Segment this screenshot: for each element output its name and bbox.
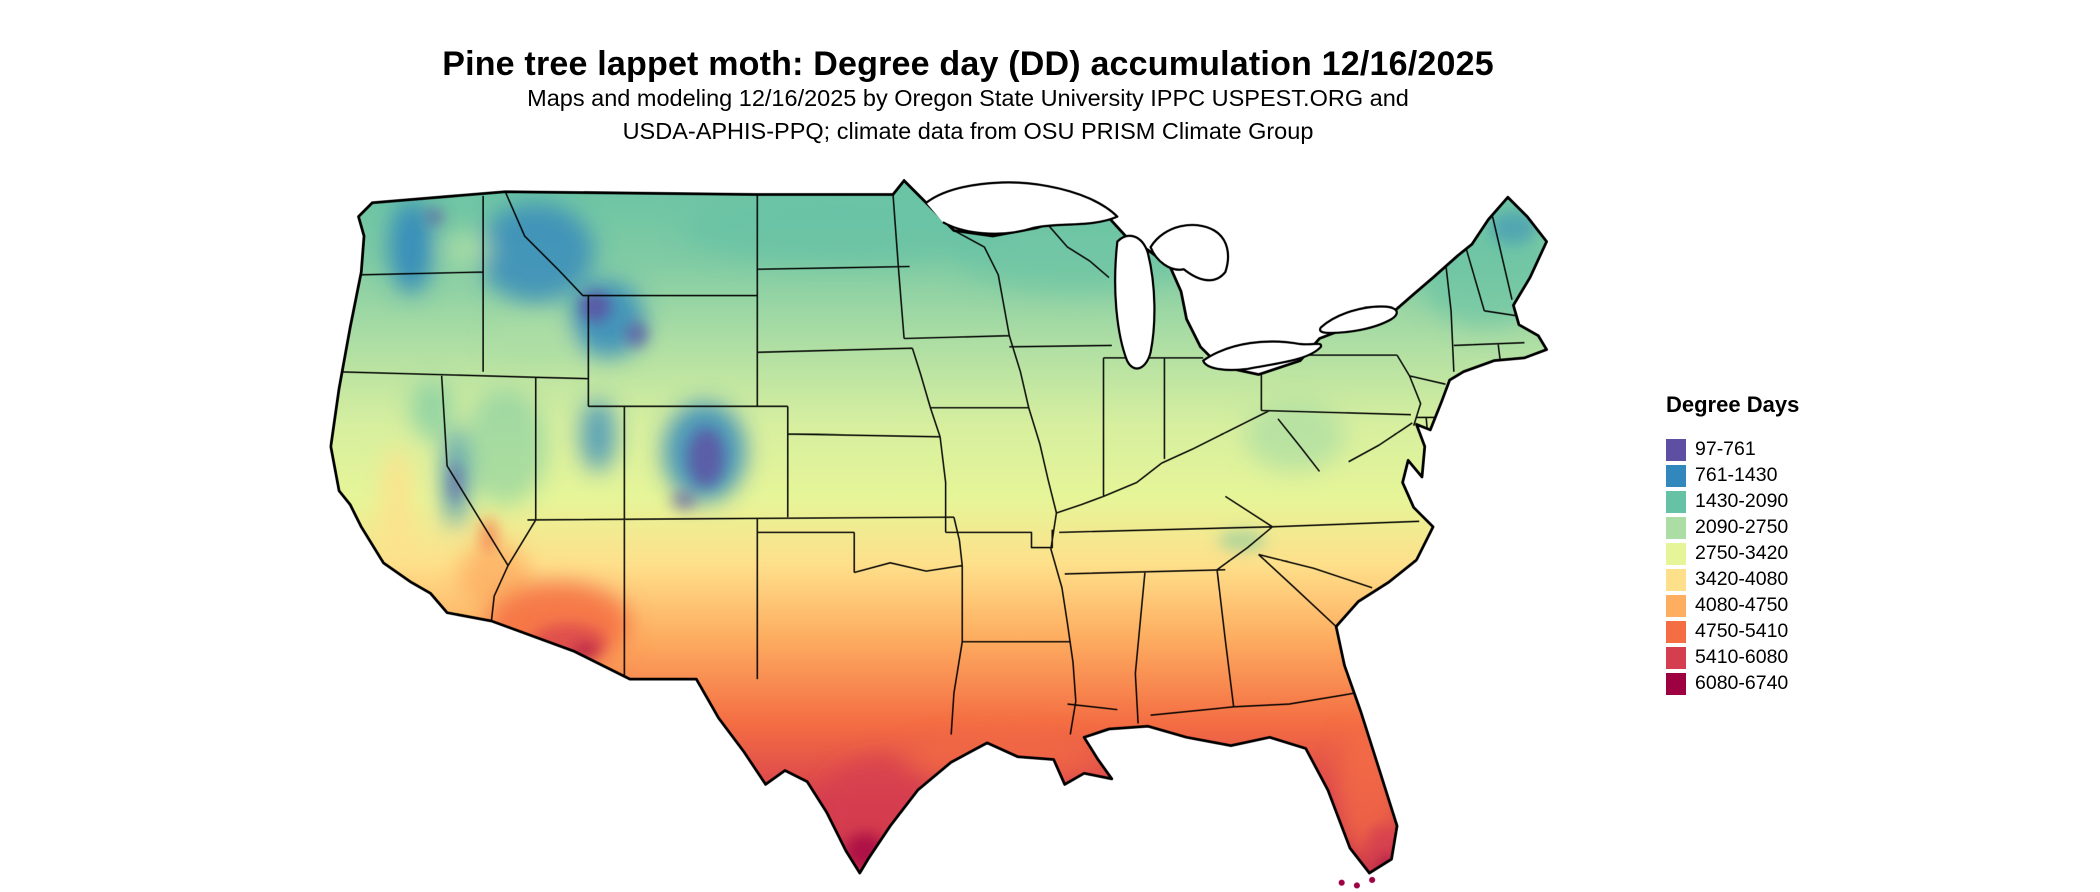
degree-day-color-field <box>330 180 1547 873</box>
map-title: Pine tree lappet moth: Degree day (DD) a… <box>442 44 1494 83</box>
legend-entry: 97-761 <box>1666 438 1799 461</box>
legend-entry: 5410-6080 <box>1666 646 1799 669</box>
legend-swatch <box>1666 672 1686 695</box>
lake-michigan <box>1114 234 1156 370</box>
legend-swatch <box>1666 542 1686 565</box>
subtitle-line-1: Maps and modeling 12/16/2025 by Oregon S… <box>527 85 1409 111</box>
legend-rows: 97-761 761-1430 1430-2090 2090-2750 2750… <box>1666 438 1799 695</box>
legend-label: 761-1430 <box>1695 464 1778 486</box>
legend-entry: 4080-4750 <box>1666 594 1799 617</box>
lake-huron <box>1149 223 1230 282</box>
legend-label: 3420-4080 <box>1695 568 1789 590</box>
legend-swatch <box>1666 516 1686 539</box>
great-lakes <box>925 181 1398 372</box>
subtitle-line-2: USDA-APHIS-PPQ; climate data from OSU PR… <box>622 118 1314 145</box>
legend-label: 5410-6080 <box>1695 646 1789 668</box>
legend-label: 4080-4750 <box>1695 594 1789 616</box>
legend-label: 1430-2090 <box>1695 490 1789 512</box>
legend-swatch <box>1666 464 1686 487</box>
legend-entry: 2090-2750 <box>1666 516 1799 539</box>
us-degree-day-map <box>300 164 1630 891</box>
legend-swatch <box>1666 620 1686 643</box>
map-subtitle: Maps and modeling 12/16/2025 by Oregon S… <box>0 82 1936 149</box>
legend-label: 4750-5410 <box>1695 620 1789 642</box>
florida-keys <box>1338 876 1376 889</box>
legend-swatch <box>1666 568 1686 591</box>
legend-title: Degree Days <box>1666 392 1800 417</box>
legend-entry: 6080-6740 <box>1666 672 1799 695</box>
legend-label: 97-761 <box>1695 438 1756 460</box>
legend-swatch <box>1666 646 1686 669</box>
lake-ontario <box>1318 305 1398 335</box>
legend-entry: 2750-3420 <box>1666 542 1799 565</box>
legend-label: 6080-6740 <box>1695 672 1789 694</box>
legend-entry: 1430-2090 <box>1666 490 1799 513</box>
map-legend: Degree Days 97-761 761-1430 1430-2090 20… <box>1666 392 1799 695</box>
state-borders <box>333 191 1525 735</box>
legend-entry: 3420-4080 <box>1666 568 1799 591</box>
climate-color-regions <box>380 191 1547 862</box>
legend-label: 2750-3420 <box>1695 542 1789 564</box>
legend-entry: 4750-5410 <box>1666 620 1799 643</box>
legend-label: 2090-2750 <box>1695 516 1789 538</box>
legend-swatch <box>1666 490 1686 513</box>
lake-superior <box>925 181 1119 235</box>
legend-swatch <box>1666 438 1686 461</box>
legend-entry: 761-1430 <box>1666 464 1799 487</box>
lake-erie <box>1202 340 1323 372</box>
legend-swatch <box>1666 594 1686 617</box>
us-map-svg <box>329 179 1548 889</box>
